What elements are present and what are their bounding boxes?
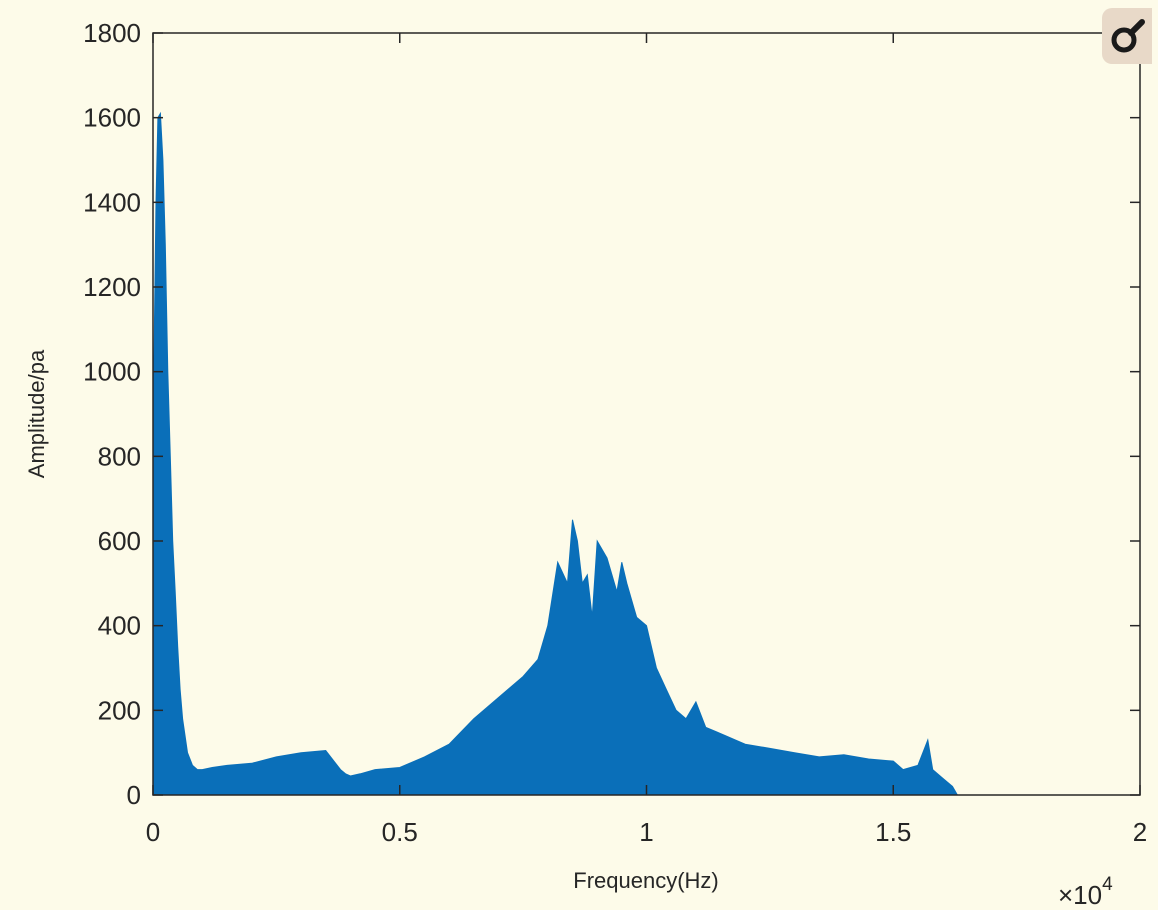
y-tick-label: 400 <box>98 611 141 641</box>
x-axis-label: Frequency(Hz) <box>573 868 718 893</box>
y-tick-label: 0 <box>127 780 141 810</box>
y-tick-label: 200 <box>98 695 141 725</box>
spectrum-plot <box>152 111 1140 796</box>
y-tick-label: 1600 <box>83 103 141 133</box>
y-tick-label: 600 <box>98 526 141 556</box>
y-tick-label: 1800 <box>83 18 141 48</box>
y-tick-labels: 0 200 400 600 800 1000 1200 1400 1600 1800 <box>83 18 141 810</box>
magnifier-icon <box>1111 19 1145 53</box>
x-multiplier-exponent: 4 <box>1102 874 1113 895</box>
y-tick-label: 1400 <box>83 187 141 217</box>
spectrum-area <box>152 111 1140 796</box>
y-axis-label: Amplitude/pa <box>24 349 49 478</box>
y-tick-label: 800 <box>98 441 141 471</box>
x-multiplier: ×104 <box>1058 874 1113 910</box>
magnifier-badge[interactable] <box>1102 8 1152 64</box>
y-tick-label: 1000 <box>83 357 141 387</box>
x-multiplier-base: ×10 <box>1058 880 1102 910</box>
x-tick-label: 0.5 <box>382 817 418 847</box>
x-tick-label: 1 <box>639 817 653 847</box>
y-tick-label: 1200 <box>83 272 141 302</box>
x-tick-label: 0 <box>146 817 160 847</box>
x-tick-labels: 0 0.5 1 1.5 2 <box>146 817 1147 847</box>
x-tick-label: 2 <box>1133 817 1147 847</box>
x-tick-label: 1.5 <box>875 817 911 847</box>
